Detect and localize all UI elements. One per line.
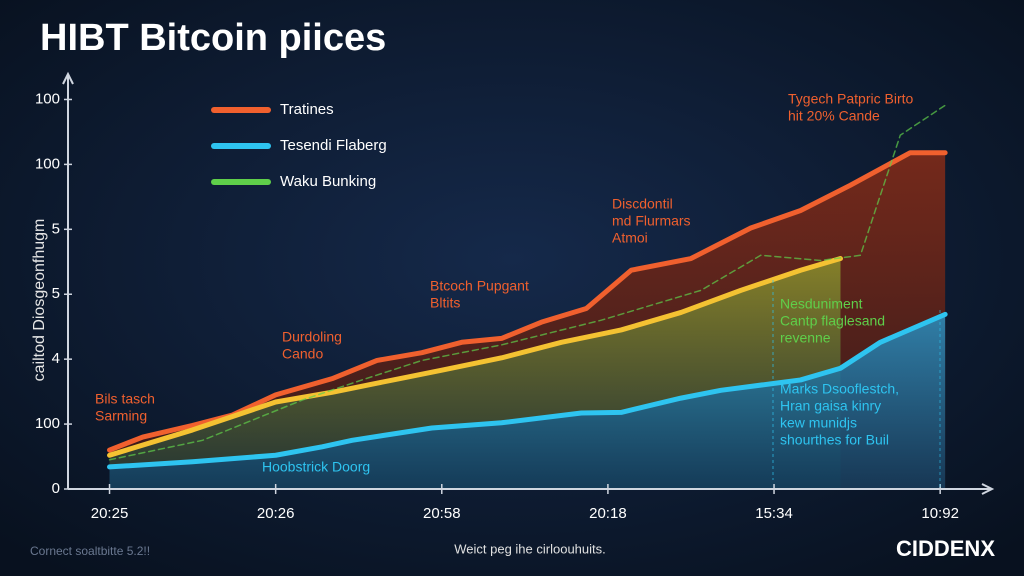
annotation: Cando — [282, 346, 323, 362]
annotation: Bils tasch — [95, 391, 155, 407]
x-tick-label: 10:92 — [921, 505, 959, 522]
annotation: Btcoch Pupgant — [430, 278, 529, 294]
y-tick-label: 100 — [35, 415, 60, 432]
annotation: revenne — [780, 330, 831, 346]
y-axis-arrow — [62, 71, 74, 85]
footer-center: Weict peg ihe cirloouhuits. — [454, 541, 606, 556]
x-tick-label: 20:58 — [423, 505, 461, 522]
annotation: Hran gaisa kinry — [780, 398, 881, 414]
x-tick-label: 20:18 — [589, 505, 627, 522]
annotation: Atmoi — [612, 230, 648, 246]
y-tick-label: 5 — [52, 220, 60, 237]
line — [107, 256, 843, 458]
footer-left: Cornect soaltbitte 5.2!! — [30, 544, 150, 558]
y-tick-label: 0 — [52, 480, 60, 497]
annotation: md Flurmars — [612, 213, 691, 229]
y-axis-label: cailtod Diosgeonfhugm — [31, 219, 48, 382]
x-tick-label: 20:25 — [91, 505, 129, 522]
annotation: shourthes for Buil — [780, 432, 889, 448]
y-tick-label: 100 — [35, 90, 60, 107]
annotation: Discdontil — [612, 196, 673, 212]
annotation: Marks Dsooflestch, — [780, 381, 899, 397]
x-tick-label: 20:26 — [257, 505, 295, 522]
plot: 0 100 4 5 5 100 100 20:25 20:26 20:58 20:18 15:34 10… — [35, 71, 995, 522]
annotation: hit 20% Cande — [788, 108, 880, 124]
annotation: Tygech Patpric Birto — [788, 91, 913, 107]
annotation: Durdoling — [282, 329, 342, 345]
x-tick-label: 15:34 — [755, 505, 793, 522]
line — [107, 311, 948, 470]
annotation: Nesduniment — [780, 296, 863, 312]
logo: CIDDENX — [896, 536, 995, 561]
annotation: Cantp flaglesand — [780, 313, 885, 329]
chart-title: HIBT Bitcoin piices — [40, 17, 386, 59]
y-tick-label: 5 — [52, 285, 60, 302]
annotation: kew munidjs — [780, 415, 857, 431]
annotation: Sarming — [95, 408, 147, 424]
annotation: Hoobstrick Doorg — [262, 459, 370, 475]
line — [108, 104, 946, 461]
x-axis-arrow — [981, 483, 995, 495]
legend-label: Tratines — [280, 101, 334, 118]
y-tick-label: 100 — [35, 155, 60, 172]
y-tick-label: 4 — [52, 350, 60, 367]
legend-label: Waku Bunking — [280, 173, 376, 190]
annotation: Bltits — [430, 295, 460, 311]
legend-label: Tesendi Flaberg — [280, 137, 387, 154]
area — [109, 314, 946, 489]
